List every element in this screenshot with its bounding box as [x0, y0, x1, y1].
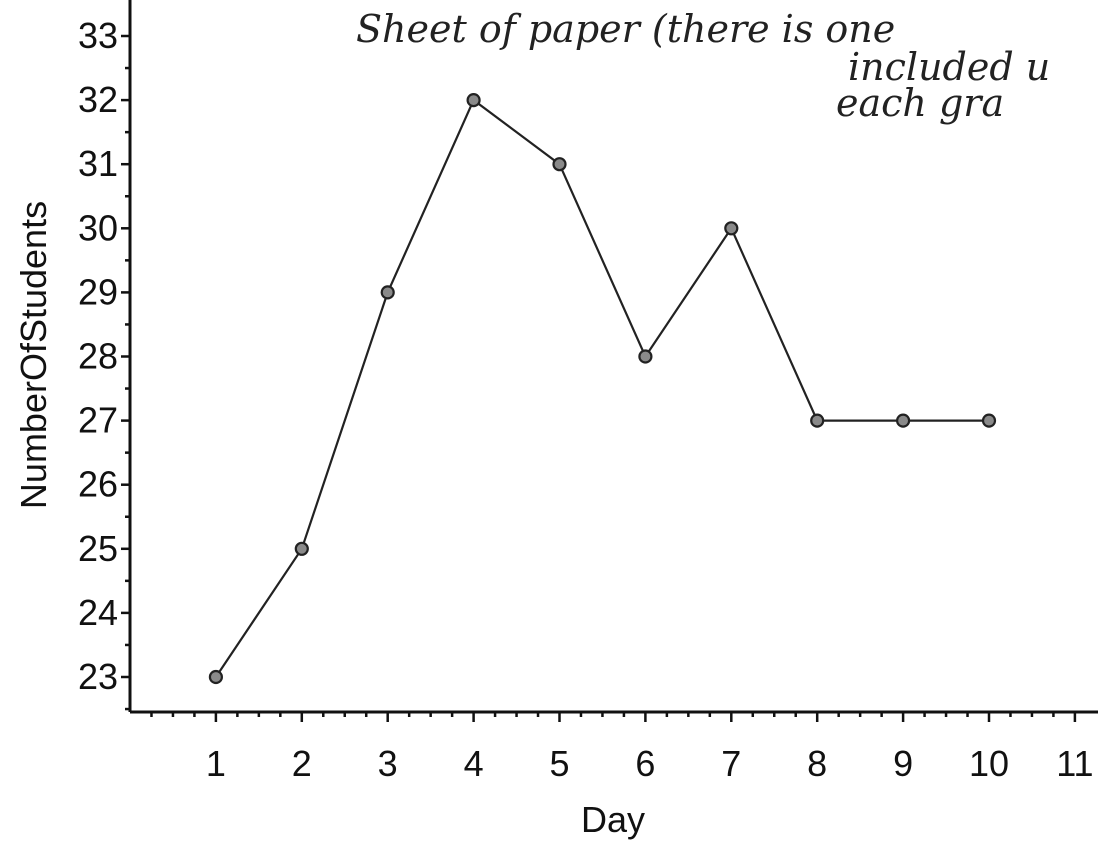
data-point: [724, 221, 739, 236]
y-tick-label: 32: [78, 79, 118, 120]
x-tick-label: 10: [969, 743, 1009, 784]
data-point: [380, 285, 395, 300]
y-tick-label: 27: [78, 400, 118, 441]
annotation-line-1: Sheet of paper (there is one: [356, 7, 895, 51]
x-tick-label: 5: [549, 743, 569, 784]
y-tick-label: 29: [78, 271, 118, 312]
series: [208, 92, 997, 685]
y-tick-label: 26: [78, 464, 118, 505]
data-point: [810, 413, 825, 428]
x-tick-label: 8: [807, 743, 827, 784]
y-tick-label: 33: [78, 15, 118, 56]
y-tick-label: 24: [78, 592, 118, 633]
data-point: [466, 92, 481, 108]
x-tick-label: 6: [635, 743, 655, 784]
x-tick-label: 3: [378, 743, 398, 784]
x-ticks: 1 2 3 4 5 6 7 8 9 10 11: [150, 712, 1094, 784]
y-tick-label: 23: [78, 656, 118, 697]
data-point: [552, 157, 567, 172]
handwritten-annotation: Sheet of paper (there is one included u …: [356, 7, 1050, 125]
x-tick-label: 4: [464, 743, 484, 784]
y-ticks: 23 24 25 26 27 28 29 30 31 32 33: [78, 15, 131, 711]
y-tick-label: 25: [78, 528, 118, 569]
x-tick-label: 2: [292, 743, 312, 784]
y-tick-label: 28: [78, 336, 118, 377]
x-tick-label: 7: [721, 743, 741, 784]
x-tick-label: 11: [1056, 743, 1093, 784]
y-tick-label: 31: [78, 143, 118, 184]
y-tick-label: 30: [78, 207, 118, 248]
annotation-line-2: included u: [848, 45, 1050, 89]
x-tick-label: 1: [206, 743, 226, 784]
annotation-line-3: each gra: [836, 81, 1004, 125]
series-line: [214, 98, 989, 678]
data-point: [294, 541, 309, 556]
x-axis-title: Day: [581, 799, 645, 840]
data-point: [895, 413, 911, 428]
x-tick-label: 9: [893, 743, 913, 784]
data-point: [638, 349, 653, 364]
y-axis-title: NumberOfStudents: [13, 201, 54, 509]
data-point: [208, 669, 223, 685]
data-point: [981, 413, 997, 428]
